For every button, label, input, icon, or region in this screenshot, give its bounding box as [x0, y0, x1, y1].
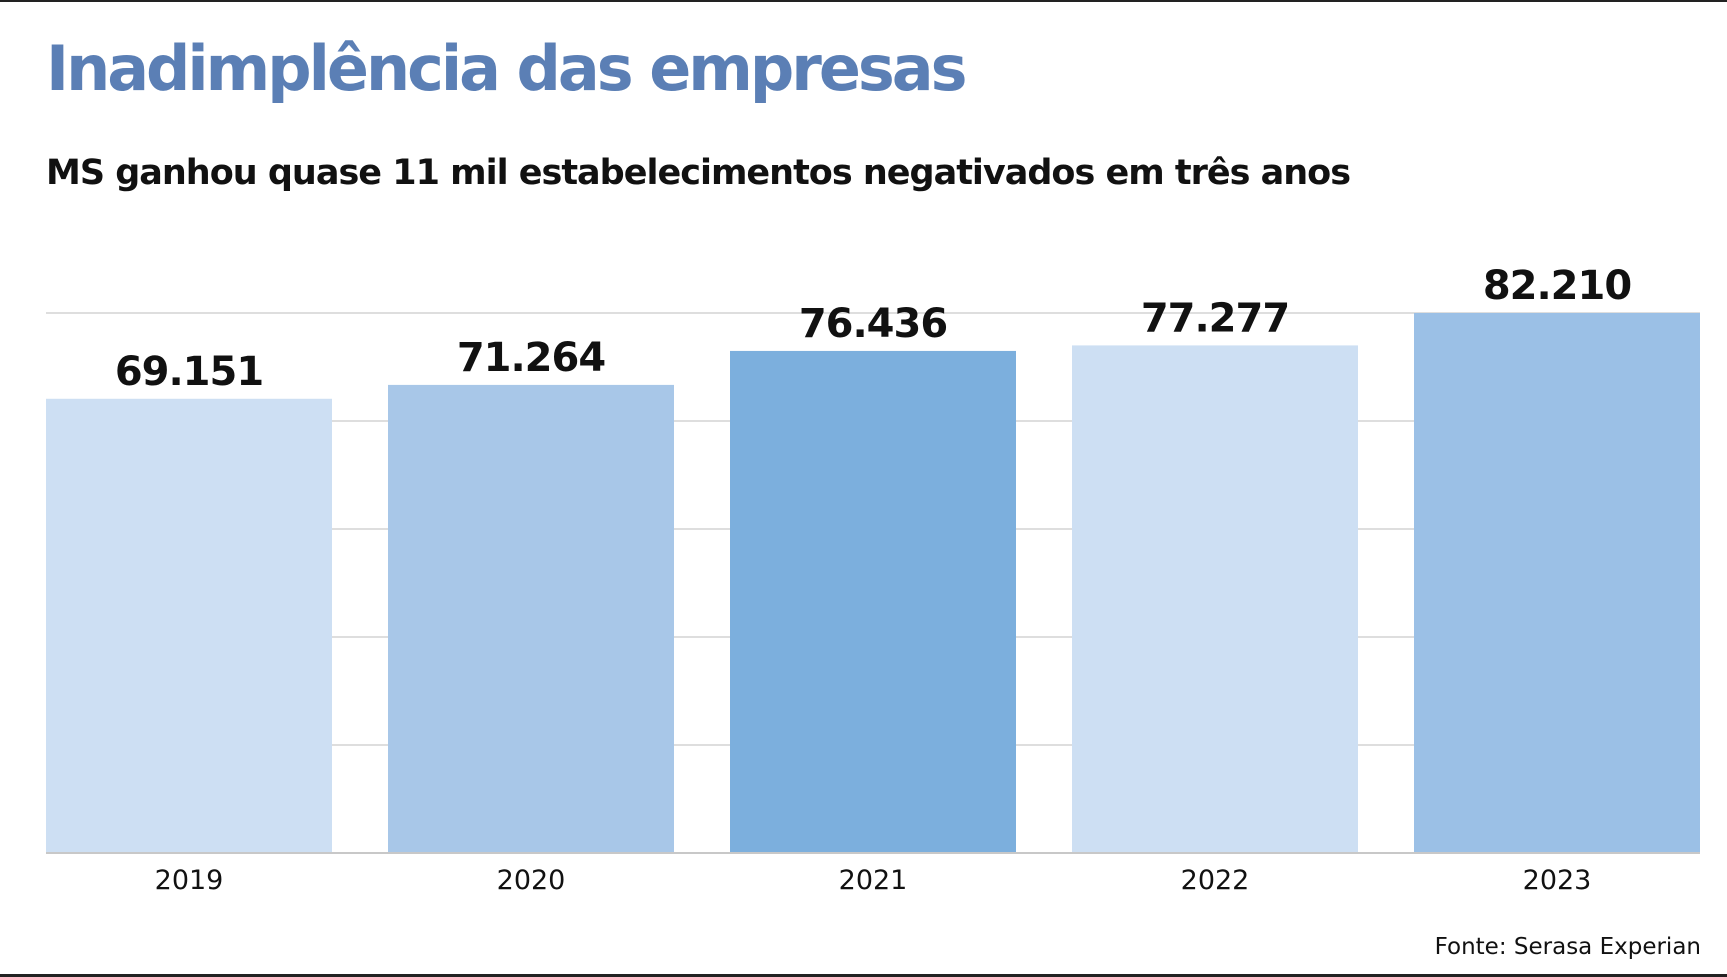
bar-2020	[388, 384, 674, 853]
bar-2021	[730, 350, 1016, 853]
bottom-rule	[0, 974, 1727, 977]
chart-subtitle: MS ganhou quase 11 mil estabelecimentos …	[46, 153, 1351, 193]
top-rule	[0, 0, 1727, 2]
source-note: Fonte: Serasa Experian	[1434, 934, 1701, 960]
chart-title: Inadimplência das empresas	[46, 32, 968, 105]
x-tick-2020: 2020	[497, 865, 566, 896]
x-tick-2019: 2019	[155, 865, 224, 896]
value-label-2019: 69.151	[115, 349, 263, 395]
bar-2019	[46, 398, 332, 853]
x-tick-labels: 2019 2020 2021 2022 2023	[155, 865, 1592, 896]
x-tick-2023: 2023	[1523, 865, 1592, 896]
value-label-2020: 71.264	[457, 335, 605, 381]
bar-2022	[1072, 345, 1358, 853]
x-tick-2021: 2021	[839, 865, 908, 896]
value-label-2022: 77.277	[1141, 295, 1289, 341]
value-label-2021: 76.436	[799, 301, 947, 347]
value-labels: 69.151 71.264 76.436 77.277 82.210	[115, 263, 1632, 395]
x-tick-2022: 2022	[1181, 865, 1250, 896]
value-label-2023: 82.210	[1483, 263, 1631, 309]
bars	[46, 313, 1700, 853]
bar-2023	[1414, 313, 1700, 853]
